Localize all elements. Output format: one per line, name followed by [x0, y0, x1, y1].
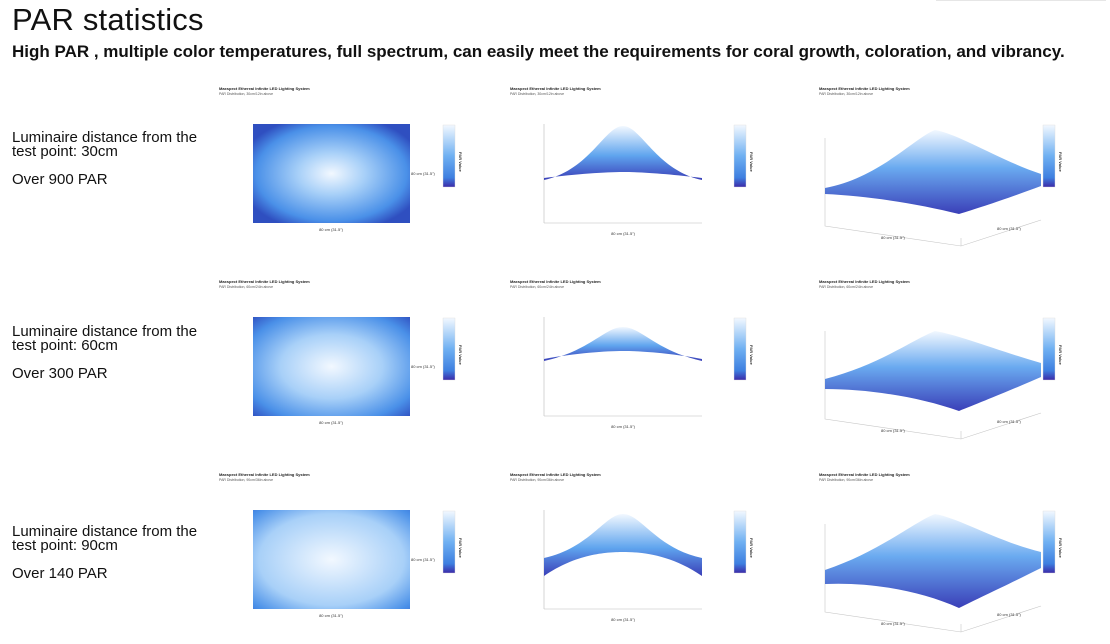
colorbar	[1042, 124, 1056, 188]
panel-title: Maxspect Ethereal Infinite LED Lighting …	[219, 86, 310, 91]
panel-title: Maxspect Ethereal Infinite LED Lighting …	[219, 472, 310, 477]
heatmap-field	[253, 124, 410, 223]
profile-surface	[544, 327, 702, 361]
panel-plot: 80 cm (31.5") PAR Value	[543, 510, 754, 622]
x-axis-label: 80 cm (31.5")	[319, 613, 344, 618]
profile-surface	[544, 126, 702, 180]
x-axis-label: 80 cm (31.5")	[319, 227, 344, 232]
colorbar	[1042, 510, 1056, 574]
panel-subtitle: PAR Distribution, 60cm/24in above	[219, 285, 274, 289]
header-divider	[936, 0, 1106, 1]
colorbar	[442, 124, 456, 188]
profile-surface	[544, 514, 702, 576]
x-axis-label: 80 cm (31.5")	[881, 428, 906, 433]
x-axis-label: 80 cm (31.5")	[611, 424, 636, 429]
par-profile-panel-row2: Maxspect Ethereal Infinite LED Lighting …	[510, 279, 754, 431]
row-label-30cm: Luminaire distance from the test point: …	[12, 129, 202, 188]
colorbar-label: PAR Value	[749, 345, 754, 365]
par-profile-panel-row3: Maxspect Ethereal Infinite LED Lighting …	[510, 472, 754, 624]
panel-title: Maxspect Ethereal Infinite LED Lighting …	[819, 279, 910, 284]
x-axis-label: 80 cm (31.5")	[319, 420, 344, 425]
panel-subtitle: PAR Distribution, 60cm/24in above	[510, 285, 565, 289]
par-label: Over 140 PAR	[12, 565, 108, 582]
par-surface-panel-row1: Maxspect Ethereal Infinite LED Lighting …	[819, 86, 1063, 247]
heatmap-field	[253, 510, 410, 609]
panel-subtitle: PAR Distribution, 90cm/36in above	[219, 478, 274, 482]
colorbar	[733, 317, 747, 381]
y-axis-label: 80 cm (31.5")	[411, 364, 436, 369]
colorbar-label: PAR Value	[458, 345, 463, 365]
colorbar-label: PAR Value	[1058, 345, 1063, 365]
par-label: Over 900 PAR	[12, 171, 108, 188]
par-heatmap-panel-row3: Maxspect Ethereal Infinite LED Lighting …	[219, 472, 463, 624]
panel-plot: 80 cm (31.5") 80 cm (31.5") PAR Value	[824, 510, 1063, 633]
surface-plot	[825, 331, 1041, 411]
panel-title: Maxspect Ethereal Infinite LED Lighting …	[819, 86, 910, 91]
colorbar	[733, 124, 747, 188]
panel-title: Maxspect Ethereal Infinite LED Lighting …	[510, 279, 601, 284]
y-axis-label: 80 cm (31.5")	[997, 419, 1022, 424]
panel-subtitle: PAR Distribution, 90cm/36in above	[819, 478, 874, 482]
colorbar-label: PAR Value	[458, 538, 463, 558]
par-heatmap-panel-row1: Maxspect Ethereal Infinite LED Lighting …	[219, 86, 463, 238]
colorbar-label: PAR Value	[749, 538, 754, 558]
heatmap-field	[253, 317, 410, 416]
panel-plot: 80 cm (31.5") 80 cm (31.5") PAR Value	[253, 510, 463, 618]
row-label-60cm: Luminaire distance from the test point: …	[12, 323, 202, 382]
surface-plot	[825, 130, 1041, 214]
x-axis-label: 80 cm (31.5")	[881, 235, 906, 240]
par-surface-panel-row3: Maxspect Ethereal Infinite LED Lighting …	[819, 472, 1063, 633]
panel-plot: 80 cm (31.5") 80 cm (31.5") PAR Value	[824, 317, 1063, 440]
panel-subtitle: PAR Distribution, 30cm/12in above	[819, 92, 874, 96]
panel-title: Maxspect Ethereal Infinite LED Lighting …	[510, 472, 601, 477]
colorbar	[442, 317, 456, 381]
colorbar	[733, 510, 747, 574]
colorbar-label: PAR Value	[749, 152, 754, 172]
box-frame	[824, 524, 1042, 633]
y-axis-label: 80 cm (31.5")	[997, 226, 1022, 231]
par-surface-panel-row2: Maxspect Ethereal Infinite LED Lighting …	[819, 279, 1063, 440]
colorbar-label: PAR Value	[458, 152, 463, 172]
panel-subtitle: PAR Distribution, 60cm/24in above	[819, 285, 874, 289]
par-profile-panel-row1: Maxspect Ethereal Infinite LED Lighting …	[510, 86, 754, 238]
distance-label: Luminaire distance from the test point: …	[12, 523, 198, 554]
row-label-90cm: Luminaire distance from the test point: …	[12, 523, 202, 582]
panel-plot: 80 cm (31.5") 80 cm (31.5") PAR Value	[824, 124, 1063, 247]
panel-title: Maxspect Ethereal Infinite LED Lighting …	[510, 86, 601, 91]
box-frame	[824, 138, 1042, 247]
y-axis-label: 80 cm (31.5")	[997, 612, 1022, 617]
par-heatmap-panel-row2: Maxspect Ethereal Infinite LED Lighting …	[219, 279, 463, 431]
colorbar-label: PAR Value	[1058, 152, 1063, 172]
panel-plot: 80 cm (31.5") PAR Value	[543, 317, 754, 429]
page-title: PAR statistics	[12, 2, 204, 37]
panel-subtitle: PAR Distribution, 30cm/12in above	[510, 92, 565, 96]
box-frame	[824, 331, 1042, 440]
panel-title: Maxspect Ethereal Infinite LED Lighting …	[819, 472, 910, 477]
page-subtitle: High PAR , multiple color temperatures, …	[12, 42, 1065, 61]
colorbar	[1042, 317, 1056, 381]
panel-plot: 80 cm (31.5") PAR Value	[543, 124, 754, 236]
panel-title: Maxspect Ethereal Infinite LED Lighting …	[219, 279, 310, 284]
surface-plot	[825, 514, 1041, 608]
colorbar-label: PAR Value	[1058, 538, 1063, 558]
panel-plot: 80 cm (31.5") 80 cm (31.5") PAR Value	[253, 124, 463, 232]
distance-label: Luminaire distance from the test point: …	[12, 323, 198, 354]
panel-plot: 80 cm (31.5") 80 cm (31.5") PAR Value	[253, 317, 463, 425]
y-axis-label: 80 cm (31.5")	[411, 557, 436, 562]
par-label: Over 300 PAR	[12, 365, 108, 382]
x-axis-label: 80 cm (31.5")	[611, 231, 636, 236]
panel-subtitle: PAR Distribution, 90cm/36in above	[510, 478, 565, 482]
panel-subtitle: PAR Distribution, 30cm/12in above	[219, 92, 274, 96]
colorbar	[442, 510, 456, 574]
x-axis-label: 80 cm (31.5")	[881, 621, 906, 626]
y-axis-label: 80 cm (31.5")	[411, 171, 436, 176]
x-axis-label: 80 cm (31.5")	[611, 617, 636, 622]
distance-label: Luminaire distance from the test point: …	[12, 129, 198, 160]
